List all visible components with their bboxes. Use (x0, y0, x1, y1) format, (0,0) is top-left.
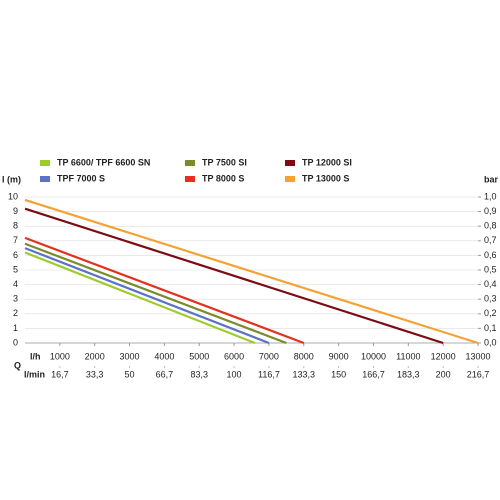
x-tick-label: 10000 (361, 351, 386, 361)
x-tick-label: 7000 (259, 351, 279, 361)
x-tick-label: 3000 (120, 351, 140, 361)
legend-swatch (185, 160, 195, 166)
x2-tick-label: 150 (331, 369, 346, 379)
x2-tick-label: 50 (125, 369, 135, 379)
y2-tick-label: 0,7 (484, 235, 497, 245)
x2-tick-label: 216,7 (467, 369, 490, 379)
series-line (24, 198, 479, 345)
y-tick-label: 0 (13, 337, 18, 347)
x-tick-label: 12000 (431, 351, 456, 361)
x-tick-label: 13000 (465, 351, 490, 361)
y2-tick-label: 0,1 (484, 323, 497, 333)
x2-tick-label: 16,7 (51, 369, 69, 379)
y-tick-label: 2 (13, 308, 18, 318)
x-tick-label: 11000 (396, 351, 420, 361)
x-tick-label: 8000 (294, 351, 314, 361)
legend-label: TPF 7000 S (57, 173, 105, 183)
x-tick-label: 9000 (329, 351, 349, 361)
x-tick-label: 4000 (154, 351, 174, 361)
legend: TP 6600/ TPF 6600 SN TP 7500 SI TP 12000 S… (40, 157, 352, 183)
y-tick-label: 7 (13, 235, 18, 245)
x2-tick-label: 83,3 (190, 369, 208, 379)
x2-tick-label: 100 (227, 369, 242, 379)
y2-tick-label: 0,8 (484, 221, 497, 231)
y-axis-title: l (m) (2, 174, 21, 184)
legend-label: TP 12000 SI (302, 157, 352, 167)
series-line (24, 247, 270, 345)
x2-tick-label: 116,7 (258, 369, 280, 379)
x-tick-label: 6000 (224, 351, 244, 361)
x2-tick-label: 133,3 (293, 369, 316, 379)
x-tick-label: 5000 (189, 351, 209, 361)
y-tick-label: 3 (13, 294, 18, 304)
y2-tick-label: 0,2 (484, 308, 497, 318)
y-tick-label: 8 (13, 221, 18, 231)
y2-tick-label: 0,9 (484, 206, 497, 216)
y-tick-label: 5 (13, 264, 18, 274)
series-line (24, 242, 287, 345)
x2-axis-title: l/min (24, 369, 45, 379)
x2-tick-label: 33,3 (86, 369, 104, 379)
legend-swatch (285, 160, 295, 166)
x-tick-label: 1000 (50, 351, 70, 361)
y2-tick-label: 0,3 (484, 294, 497, 304)
y2-axis-title: bar (484, 174, 499, 184)
y2-tick-label: 0,0 (484, 337, 497, 347)
y2-tick-label: 0,5 (484, 264, 497, 274)
y-tick-label: 1 (13, 323, 18, 333)
legend-label: TP 6600/ TPF 6600 SN (57, 157, 150, 167)
y2-tick-label: 0,6 (484, 250, 497, 260)
legend-swatch (185, 176, 195, 182)
x-axis-symbol: Q (14, 360, 21, 370)
y-tick-label: 10 (8, 191, 18, 201)
series-line (24, 207, 444, 345)
x-axis-title: l/h (30, 351, 41, 361)
y-tick-label: 4 (13, 279, 18, 289)
y-tick-label: 9 (13, 206, 18, 216)
x2-tick-label: 183,3 (397, 369, 420, 379)
legend-swatch (40, 160, 50, 166)
legend-swatch (285, 176, 295, 182)
x2-tick-label: 66,7 (156, 369, 174, 379)
legend-label: TP 13000 S (302, 173, 349, 183)
x-tick-label: 2000 (85, 351, 105, 361)
legend-label: TP 8000 S (202, 173, 244, 183)
x2-tick-label: 200 (436, 369, 451, 379)
series-line (24, 251, 256, 345)
x2-tick-label: 166,7 (362, 369, 385, 379)
y-tick-label: 6 (13, 250, 18, 260)
legend-swatch (40, 176, 50, 182)
legend-label: TP 7500 SI (202, 157, 247, 167)
y2-tick-label: 0,4 (484, 279, 497, 289)
y2-tick-label: 1,0 (484, 191, 497, 201)
series-line (24, 236, 305, 345)
